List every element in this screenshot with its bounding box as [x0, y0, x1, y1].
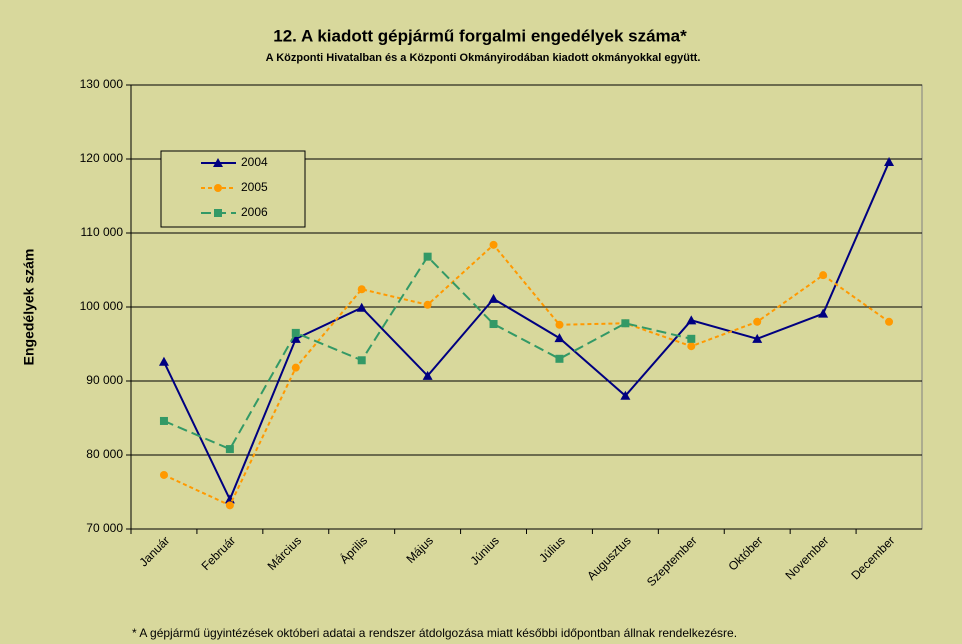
data-point	[291, 363, 300, 372]
data-point	[555, 354, 564, 363]
data-point	[819, 271, 828, 280]
x-tick-label: Január	[136, 533, 172, 569]
data-point	[159, 416, 168, 425]
data-point	[489, 320, 498, 329]
data-point	[488, 293, 499, 303]
data-point	[687, 342, 696, 351]
data-point	[225, 445, 234, 454]
data-point	[422, 370, 433, 380]
data-point	[291, 328, 300, 337]
legend-label: 2006	[241, 205, 268, 219]
y-tick-label: 110 000	[81, 225, 124, 239]
y-tick-label: 130 000	[80, 77, 124, 91]
legend-marker	[214, 184, 222, 192]
data-point	[554, 333, 565, 343]
data-point	[356, 302, 367, 312]
y-tick-label: 100 000	[80, 299, 124, 313]
chart-title: 12. A kiadott gépjármű forgalmi engedély…	[273, 26, 687, 45]
data-point	[687, 334, 696, 343]
x-tick-label: Május	[403, 533, 436, 566]
x-tick-label: November	[782, 533, 831, 582]
x-tick-label: Február	[199, 533, 239, 573]
x-tick-label: Április	[336, 533, 370, 567]
data-point	[621, 319, 630, 328]
data-point	[620, 390, 631, 400]
x-tick-label: Október	[725, 533, 765, 573]
data-point	[158, 356, 169, 366]
legend-marker	[213, 158, 223, 167]
series-line	[163, 243, 890, 507]
data-point	[290, 333, 301, 343]
legend-label: 2004	[241, 155, 268, 169]
y-tick-label: 90 000	[86, 373, 123, 387]
data-point	[357, 356, 366, 365]
footnote: * A gépjármű ügyintézések októberi adata…	[132, 626, 737, 640]
data-point	[357, 285, 366, 294]
x-tick-label: Július	[536, 533, 568, 565]
data-point	[555, 320, 564, 329]
chart-subtitle: A Központi Hivatalban és a Központi Okmá…	[266, 52, 701, 64]
data-point	[225, 501, 234, 510]
x-tick-label: Augusztus	[584, 533, 634, 583]
data-point	[752, 333, 763, 343]
legend-label: 2005	[241, 180, 268, 194]
y-tick-label: 70 000	[86, 521, 123, 535]
x-tick-label: December	[848, 533, 897, 582]
x-tick-label: Szeptember	[644, 533, 700, 589]
data-point	[885, 317, 894, 326]
data-point	[884, 156, 895, 166]
data-point	[159, 470, 168, 479]
series-line	[163, 161, 890, 502]
x-tick-label: Március	[265, 533, 305, 573]
data-point	[753, 317, 762, 326]
data-point	[818, 308, 829, 318]
y-tick-label: 120 000	[80, 151, 124, 165]
legend-marker	[214, 209, 222, 217]
data-point	[686, 315, 697, 325]
data-point	[423, 300, 432, 309]
x-tick-label: Június	[467, 533, 501, 567]
y-axis-label: Engedélyek szám	[21, 249, 37, 366]
data-point	[423, 252, 432, 261]
data-point	[489, 240, 498, 249]
y-tick-label: 80 000	[86, 447, 123, 461]
